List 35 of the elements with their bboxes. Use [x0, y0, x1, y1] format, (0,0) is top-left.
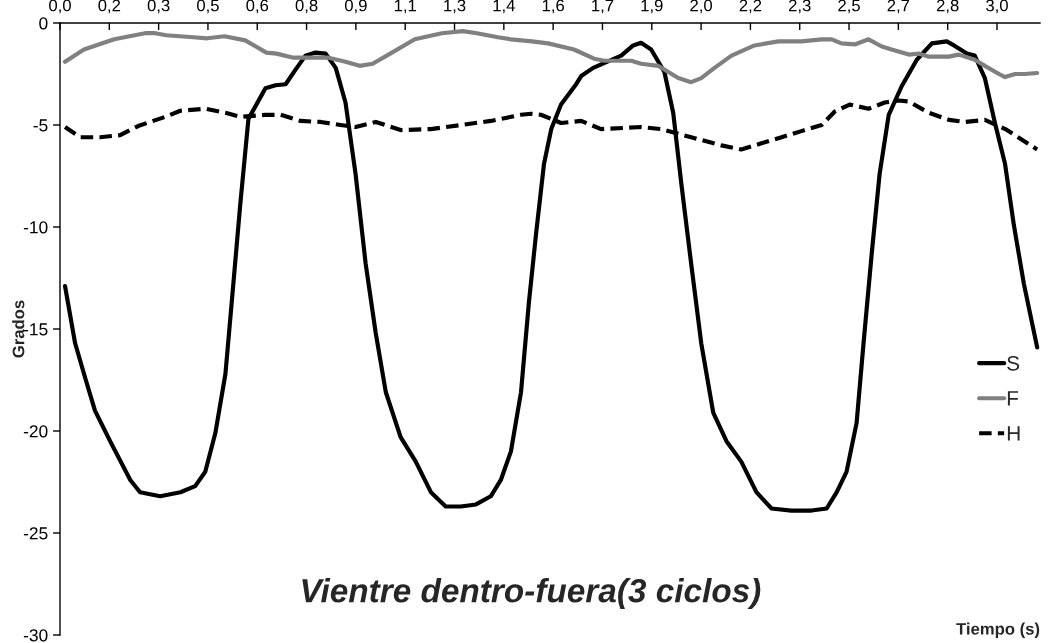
x-tick-label: 2,2: [739, 0, 762, 14]
text: Vientre dentro-fuera(3 ciclos): [302, 578, 761, 610]
x-axis-title: Tiempo (s): [956, 622, 1040, 639]
y-tick-label: -30: [23, 629, 48, 642]
x-tick-label: 2,5: [838, 0, 860, 14]
x-tick-label: 1,1: [394, 0, 416, 14]
x-tick-label: 2,7: [887, 0, 910, 14]
x-tick-label: 0,3: [147, 0, 170, 14]
x-tick-label: 1,9: [641, 0, 663, 14]
line-series: [62, 29, 1040, 85]
y-tick-label: -15: [23, 323, 48, 336]
x-tick-label: 2,8: [936, 0, 959, 14]
legend-label: H: [1007, 426, 1020, 441]
x-tick-label: 0,2: [98, 0, 121, 14]
x-tick-label: 3,0: [986, 0, 1008, 14]
y-tick-label: -20: [23, 425, 48, 438]
line-series: [62, 39, 1040, 513]
x-tick-label: 0,8: [295, 0, 318, 14]
y-tick-label: -5: [33, 119, 48, 132]
x-tick-label: 2,3: [788, 0, 811, 14]
x-tick-label: 1,7: [592, 0, 614, 14]
y-tick-label: 0: [39, 17, 48, 30]
y-axis-title: Grados: [12, 300, 25, 358]
x-tick-label: 1,4: [493, 0, 515, 14]
x-tick-label: 0,6: [246, 0, 269, 14]
y-tick-label: -25: [23, 527, 48, 540]
legend-label: S: [1007, 355, 1020, 371]
x-tick-label: 1,3: [444, 0, 466, 14]
x-tick-label: 0,0: [49, 0, 71, 14]
x-tick-label: 0,5: [197, 0, 219, 14]
x-tick-label: 0,9: [344, 0, 367, 14]
x-tick-label: 1,6: [542, 0, 564, 14]
x-tick-label: 2,0: [690, 0, 713, 14]
y-tick-label: -10: [23, 221, 48, 234]
legend-label: F: [1007, 391, 1019, 406]
